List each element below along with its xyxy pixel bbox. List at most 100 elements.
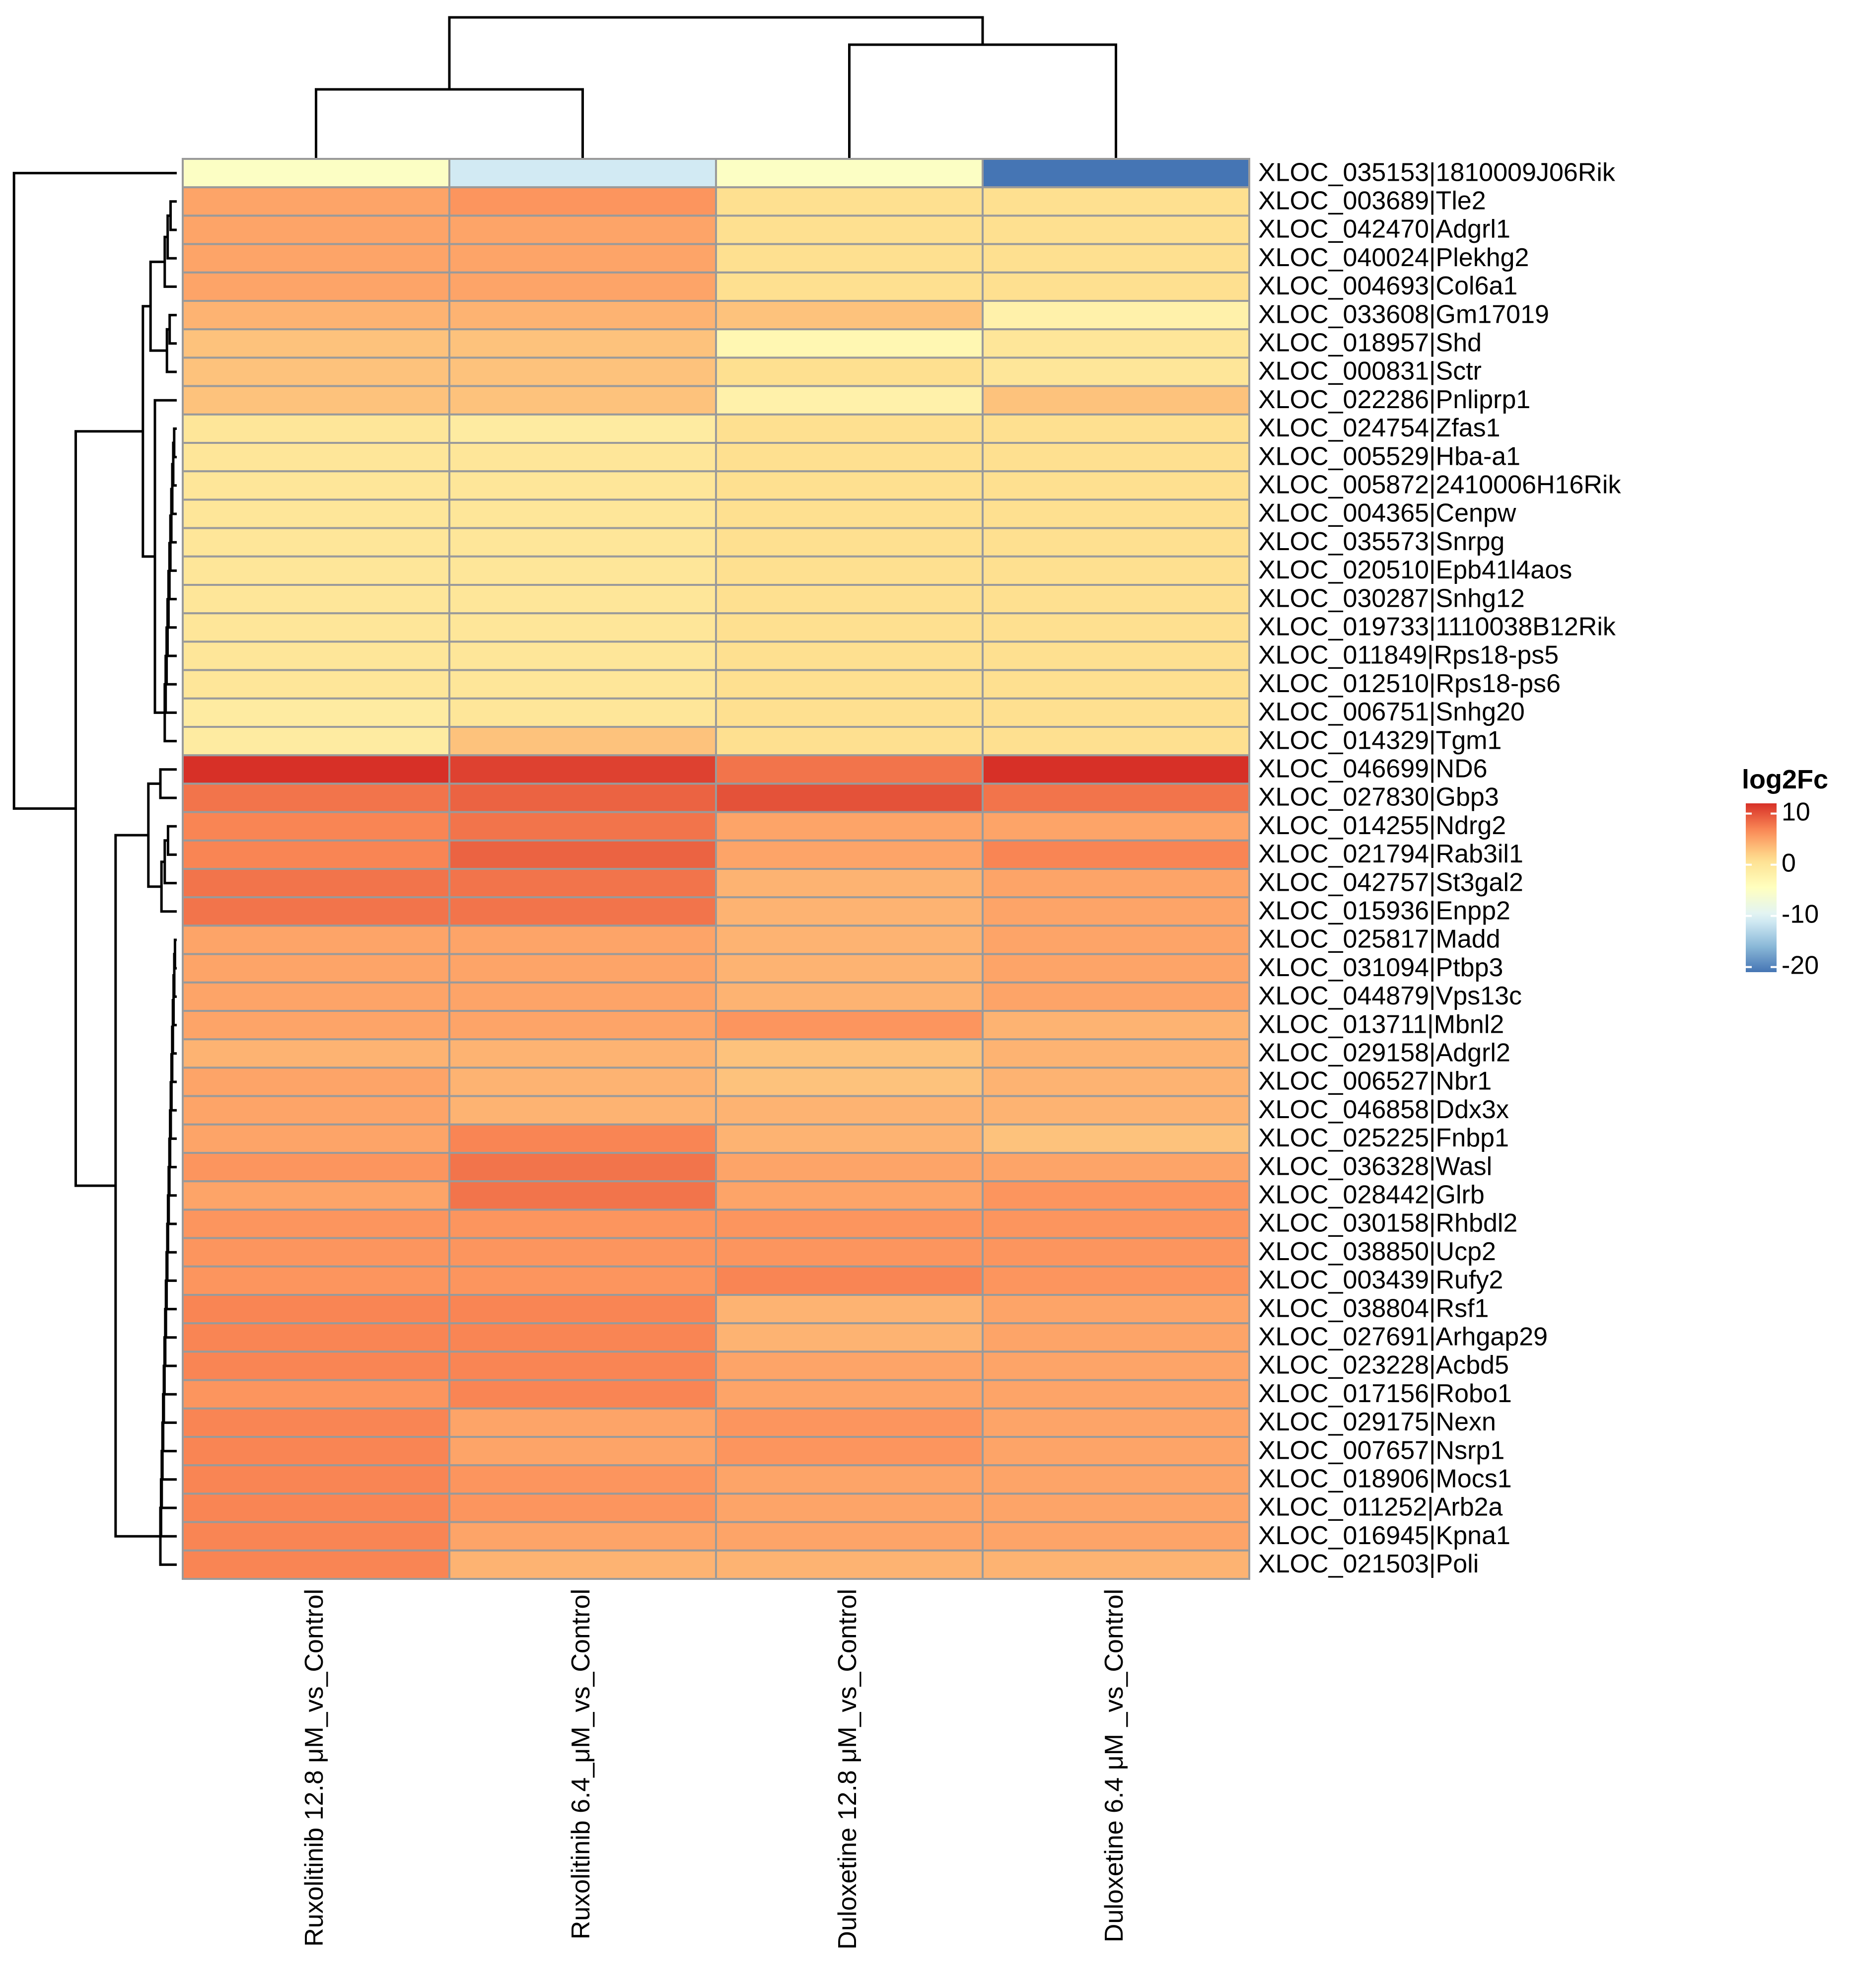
heatmap-cell [715,868,984,899]
row-label: XLOC_031094|Ptbp3 [1258,953,1503,982]
heatmap-cell [982,1322,1250,1353]
heatmap-cell [448,1436,717,1467]
heatmap-cell [448,1322,717,1353]
row-label: XLOC_046858|Ddx3x [1258,1095,1509,1124]
heatmap-cell [982,442,1250,473]
legend-title: log2Fc [1742,765,1828,794]
row-label: XLOC_012510|Rps18-ps6 [1258,669,1561,698]
row-label: XLOC_044879|Vps13c [1258,982,1522,1010]
heatmap-cell [182,953,450,984]
legend-tick-label: -10 [1782,900,1819,928]
heatmap-cell [448,924,717,955]
heatmap-cell [182,1492,450,1523]
heatmap-cell [182,1123,450,1154]
heatmap-cell [182,1180,450,1211]
heatmap-cell [982,271,1250,302]
heatmap-cell [982,385,1250,416]
legend-tick-label: 0 [1782,849,1796,877]
heatmap-cell [448,1208,717,1239]
heatmap-cell [982,1294,1250,1325]
heatmap-cell [182,1521,450,1552]
heatmap-cell [982,924,1250,955]
heatmap-cell [448,470,717,501]
heatmap-cell [182,1152,450,1183]
heatmap-cell [715,1208,984,1239]
heatmap-cell [448,981,717,1012]
row-label: XLOC_006751|Snhg20 [1258,698,1525,726]
row-label: XLOC_003439|Rufy2 [1258,1266,1503,1294]
heatmap-cell [182,158,450,189]
row-label: XLOC_028442|Glrb [1258,1181,1485,1209]
row-label: XLOC_004693|Col6a1 [1258,272,1517,300]
column-labels: Ruxolitinib 12.8 μM_vs_Control Ruxolitini… [300,1589,1129,1950]
heatmap-cell [182,186,450,217]
row-label: XLOC_022286|Pnliprp1 [1258,385,1530,414]
heatmap-cell [982,1436,1250,1467]
row-label: XLOC_023228|Acbd5 [1258,1351,1509,1380]
heatmap-cell [182,214,450,245]
heatmap-cell [182,413,450,444]
heatmap-cell [715,470,984,501]
heatmap-cell [715,669,984,700]
heatmap-cell [715,1549,984,1580]
heatmap-cell [182,981,450,1012]
column-label: Ruxolitinib 12.8 μM_vs_Control [300,1589,329,1947]
heatmap-cell [715,1464,984,1495]
heatmap-cell [448,1095,717,1126]
heatmap-cell [448,555,717,586]
heatmap-cell [982,1237,1250,1268]
heatmap-cell [182,356,450,387]
heatmap-cell [715,1038,984,1069]
heatmap-cell [715,186,984,217]
heatmap-cell [715,214,984,245]
dendrogram-branch [848,43,1117,159]
heatmap-cell [715,300,984,331]
heatmap-cell [182,1038,450,1069]
dendrogram-branch [165,328,177,373]
heatmap-cell [715,356,984,387]
heatmap-cell [715,697,984,728]
heatmap-cell [982,527,1250,558]
heatmap-cell [982,640,1250,671]
row-label: XLOC_018906|Mocs1 [1258,1465,1512,1493]
heatmap-cell [182,1265,450,1296]
heatmap-cell [182,1436,450,1467]
row-label: XLOC_013711|Mbnl2 [1258,1010,1504,1039]
heatmap-cell [182,868,450,899]
heatmap-cell [448,754,717,785]
heatmap-cell [715,612,984,643]
heatmap-cell [982,1379,1250,1410]
heatmap-cell [448,811,717,842]
heatmap-cell [715,1095,984,1126]
heatmap-cell [448,1123,717,1154]
heatmap-cell [182,498,450,529]
row-labels: XLOC_035153|1810009J06RikXLOC_003689|Tle… [1258,158,1621,1578]
dendrogram-branch [173,427,177,459]
heatmap-cell [982,584,1250,615]
heatmap-cell [715,328,984,359]
column-label: Ruxolitinib 6.4_μM_vs_Control [567,1589,595,1939]
row-label: XLOC_038804|Rsf1 [1258,1294,1489,1323]
heatmap-cell [182,1379,450,1410]
heatmap-cell [982,470,1250,501]
row-label: XLOC_030158|Rhbdl2 [1258,1209,1517,1238]
heatmap-cell [982,1208,1250,1239]
heatmap-cell [715,1322,984,1353]
heatmap-cell [715,1180,984,1211]
heatmap-cell [182,1095,450,1126]
heatmap-cell [982,1010,1250,1041]
heatmap-cell [448,527,717,558]
row-label: XLOC_035153|1810009J06Rik [1258,158,1616,187]
dendrogram-branch [147,782,162,888]
heatmap-cell [982,1407,1250,1438]
heatmap-cell [448,300,717,331]
heatmap-cell [982,868,1250,899]
heatmap-cell [182,811,450,842]
dendrogram-branch [12,172,177,810]
row-label: XLOC_021503|Poli [1258,1550,1479,1578]
heatmap-cell [715,1237,984,1268]
heatmap-cell [715,527,984,558]
row-label: XLOC_004365|Cenpw [1258,499,1516,528]
heatmap-cell [182,839,450,870]
row-label: XLOC_029175|Nexn [1258,1408,1496,1436]
